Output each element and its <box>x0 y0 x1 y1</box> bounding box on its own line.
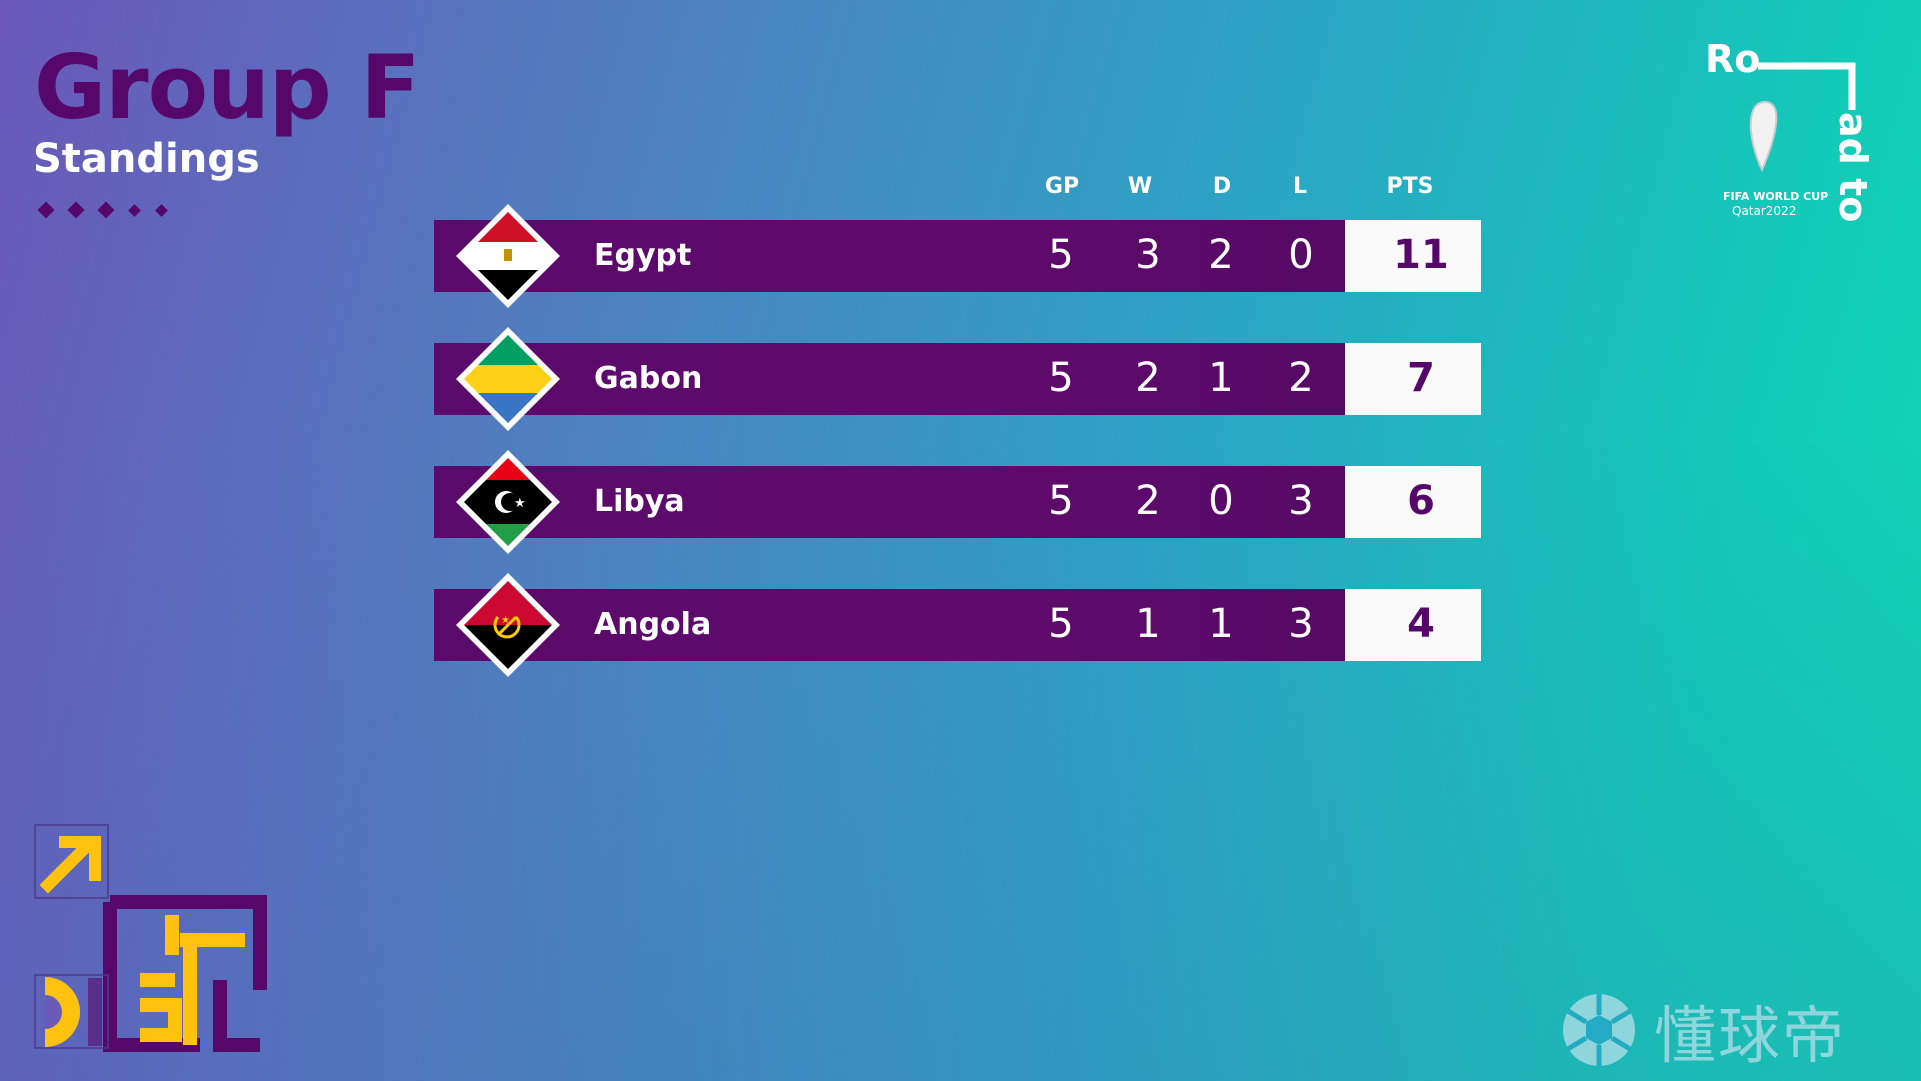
row-bar <box>434 220 1345 292</box>
stat-pts: 6 <box>1407 478 1435 524</box>
row-bar <box>434 466 1345 538</box>
page-subtitle: Standings <box>33 136 260 182</box>
standings-row: Gabon 5 2 1 2 7 <box>434 327 1481 431</box>
column-header-w: W <box>1127 174 1153 199</box>
team-name: Libya <box>594 484 685 519</box>
svg-text:★: ★ <box>514 496 526 511</box>
stat-pts: 7 <box>1407 355 1435 401</box>
watermark-text: 懂球帝 <box>1654 999 1847 1072</box>
standings-row: Egypt 5 3 2 0 11 <box>434 204 1481 308</box>
standings-row: ★ Libya 5 2 0 3 6 <box>434 450 1481 554</box>
stat-d: 1 <box>1208 601 1234 647</box>
libya-flag-icon: ★ <box>456 450 560 554</box>
stat-l: 2 <box>1288 355 1314 401</box>
team-name: Gabon <box>594 361 703 396</box>
points-box <box>1345 466 1481 538</box>
stat-gp: 5 <box>1048 478 1074 524</box>
stat-gp: 5 <box>1048 601 1074 647</box>
standings-row: ★ Angola 5 1 1 3 4 <box>434 573 1481 677</box>
stat-d: 1 <box>1208 355 1234 401</box>
stat-l: 3 <box>1288 478 1314 524</box>
stat-gp: 5 <box>1048 355 1074 401</box>
angola-flag-icon: ★ <box>456 573 560 677</box>
decorative-dots <box>37 201 168 219</box>
row-bar <box>434 343 1345 415</box>
stat-w: 2 <box>1135 478 1161 524</box>
svg-text:ad to: ad to <box>1831 112 1875 222</box>
gabon-flag-icon <box>456 327 560 431</box>
logo-line2: Qatar2022 <box>1732 204 1796 218</box>
svg-text:★: ★ <box>501 615 510 626</box>
column-header-gp: GP <box>1044 174 1080 199</box>
logo-line1: FIFA WORLD CUP <box>1723 190 1828 203</box>
points-box <box>1345 220 1481 292</box>
football-logo-icon <box>1563 994 1635 1066</box>
page-title: Group F <box>34 36 420 139</box>
stat-d: 2 <box>1208 232 1234 278</box>
svg-text:Ro: Ro <box>1705 37 1760 81</box>
diamond-dot-icon <box>37 201 55 219</box>
diamond-dot-icon <box>128 203 141 217</box>
stat-w: 3 <box>1135 232 1161 278</box>
egypt-flag-icon <box>456 204 560 308</box>
stat-d: 0 <box>1208 478 1234 524</box>
team-name: Egypt <box>594 238 692 273</box>
points-box <box>1345 589 1481 661</box>
stat-l: 0 <box>1288 232 1314 278</box>
column-header-d: D <box>1212 174 1232 199</box>
stat-pts: 11 <box>1393 232 1449 278</box>
road-to-qatar-logo: Ro ad to FIFA WORLD CUP Qatar2022 <box>1705 37 1875 222</box>
diamond-dot-icon <box>97 201 115 219</box>
watermark: 懂球帝 <box>1560 985 1846 1075</box>
stat-gp: 5 <box>1048 232 1074 278</box>
column-header-pts: PTS <box>1386 174 1434 199</box>
points-box <box>1345 343 1481 415</box>
column-header-l: L <box>1292 174 1308 199</box>
team-name: Angola <box>594 607 712 642</box>
stat-pts: 4 <box>1407 601 1435 647</box>
diamond-dot-icon <box>155 203 168 217</box>
row-bar <box>434 589 1345 661</box>
decorative-pattern <box>34 824 267 1052</box>
stat-w: 2 <box>1135 355 1161 401</box>
stat-l: 3 <box>1288 601 1314 647</box>
stat-w: 1 <box>1135 601 1161 647</box>
diamond-dot-icon <box>67 201 85 219</box>
